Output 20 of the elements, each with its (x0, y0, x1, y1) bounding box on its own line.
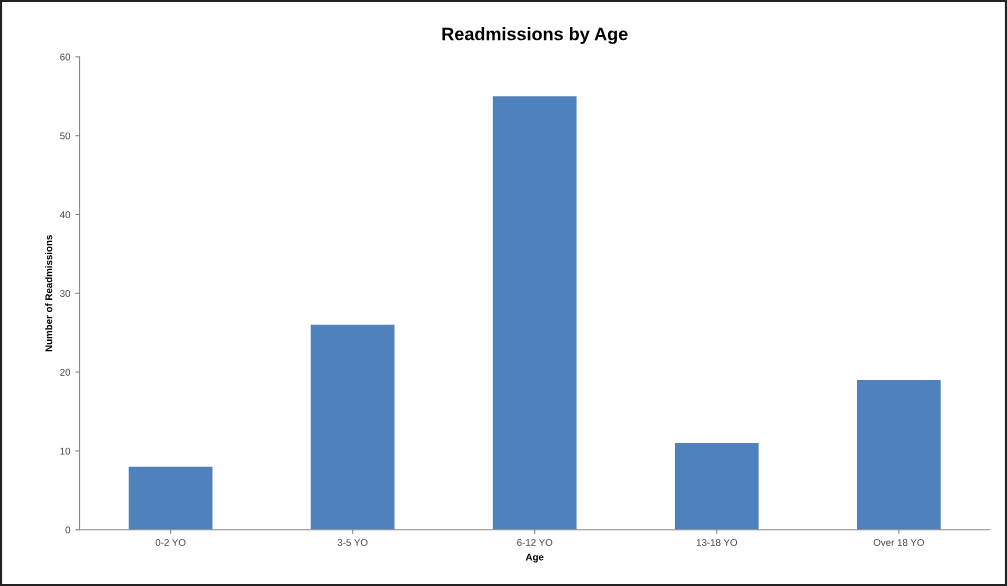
bar (492, 96, 577, 530)
y-tick-label: 30 (60, 290, 71, 297)
bar (310, 324, 395, 530)
x-tick-label: 13-18 YO (696, 539, 738, 546)
x-tick-label: 6-12 YO (517, 539, 553, 546)
y-tick-label: 10 (60, 447, 71, 455)
x-tick-label: 0-2 YO (155, 539, 186, 546)
y-tick-label: 20 (60, 368, 71, 376)
y-tick-label: 40 (59, 211, 71, 219)
y-tick-label: 60 (60, 53, 71, 61)
x-tick-label: Over 18 YO (873, 539, 924, 546)
bar (128, 466, 213, 530)
bar (856, 379, 941, 530)
y-axis-title: Number of Readmissions (45, 235, 53, 352)
y-tick-label: 50 (60, 132, 71, 140)
x-tick-label: 3-5 YO (337, 539, 368, 546)
y-tick-label: 0 (65, 526, 71, 534)
x-axis-title: Age (525, 553, 544, 563)
bar (674, 443, 759, 530)
chart-title: Readmissions by Age (442, 27, 628, 44)
